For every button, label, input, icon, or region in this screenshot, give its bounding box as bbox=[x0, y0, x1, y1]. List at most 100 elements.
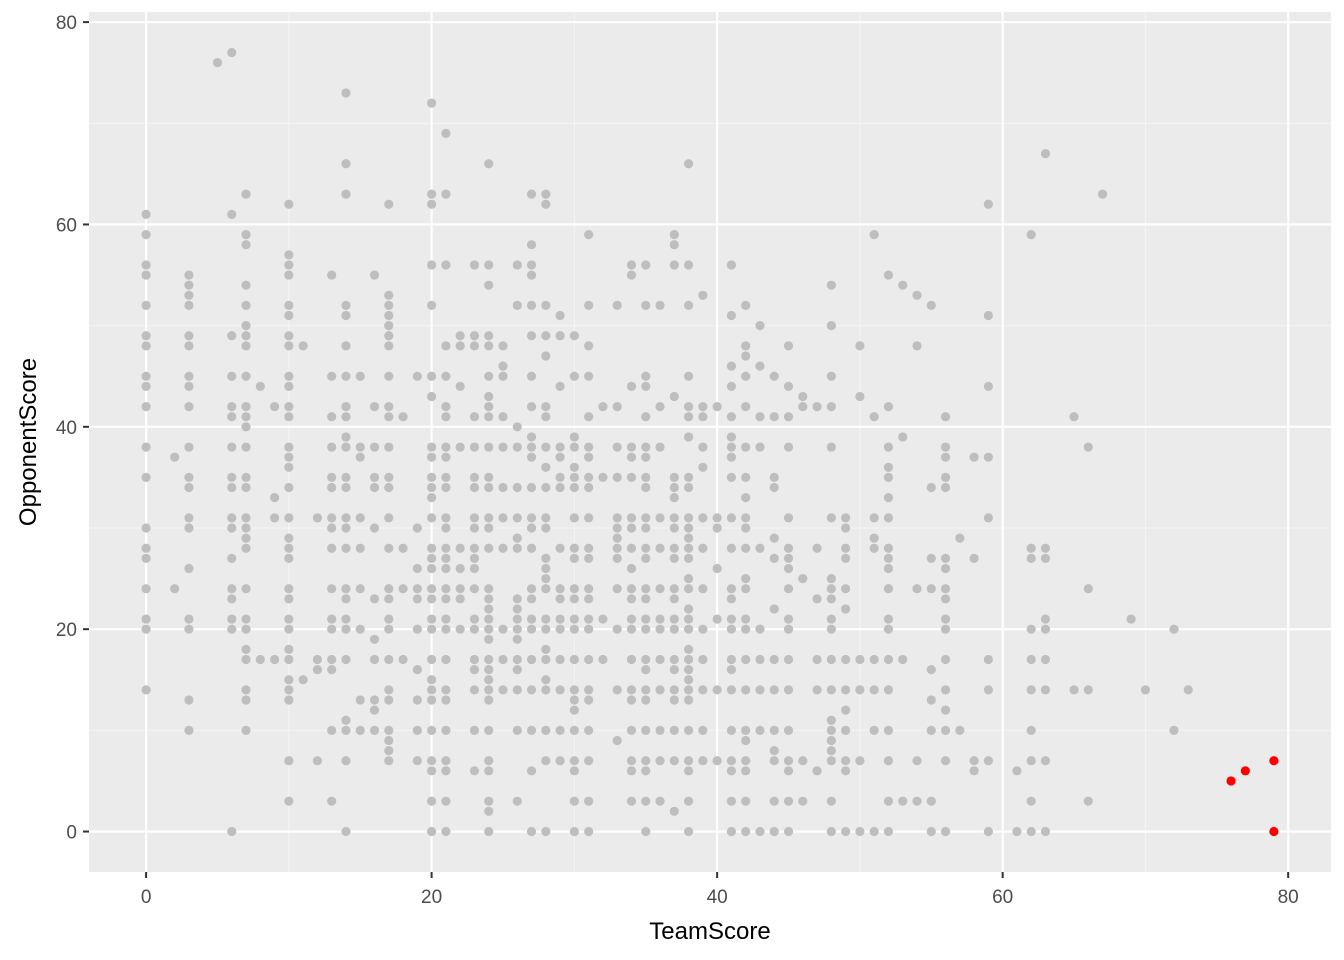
data-point bbox=[327, 412, 337, 422]
data-point bbox=[441, 482, 451, 493]
data-point bbox=[241, 533, 251, 543]
data-point bbox=[441, 584, 451, 594]
data-point bbox=[484, 766, 494, 776]
data-point bbox=[541, 573, 551, 584]
data-point bbox=[441, 341, 451, 351]
data-point bbox=[798, 796, 808, 806]
x-tick-label: 40 bbox=[707, 887, 728, 908]
data-point bbox=[484, 401, 494, 412]
data-point bbox=[384, 735, 394, 746]
data-point bbox=[655, 756, 665, 766]
data-point bbox=[726, 472, 737, 483]
data-point bbox=[555, 452, 565, 462]
data-point bbox=[612, 401, 622, 412]
data-point bbox=[412, 523, 422, 533]
data-point bbox=[926, 796, 936, 806]
data-point bbox=[555, 543, 565, 553]
data-point bbox=[798, 573, 808, 584]
data-point bbox=[441, 128, 451, 139]
data-point bbox=[826, 685, 836, 695]
data-point bbox=[284, 543, 294, 553]
data-point bbox=[712, 401, 722, 412]
data-point bbox=[427, 371, 437, 381]
data-point bbox=[341, 584, 351, 594]
data-point bbox=[626, 766, 637, 776]
data-point bbox=[141, 229, 151, 240]
data-point bbox=[341, 513, 351, 523]
data-point bbox=[983, 826, 993, 837]
data-point bbox=[669, 654, 679, 665]
data-point bbox=[241, 240, 251, 250]
data-point bbox=[869, 543, 879, 553]
data-point bbox=[184, 341, 194, 351]
data-point bbox=[712, 614, 722, 624]
data-point bbox=[1040, 685, 1051, 695]
data-point bbox=[512, 482, 522, 493]
data-point bbox=[512, 533, 522, 543]
data-point bbox=[241, 543, 251, 553]
data-point bbox=[769, 482, 779, 493]
data-point bbox=[626, 381, 637, 391]
data-point bbox=[555, 614, 565, 624]
data-point bbox=[341, 401, 351, 412]
data-point bbox=[683, 685, 694, 695]
data-point bbox=[783, 553, 794, 563]
y-tick-label: 80 bbox=[56, 13, 77, 34]
data-point bbox=[227, 826, 237, 837]
data-point bbox=[940, 412, 951, 422]
data-point bbox=[741, 493, 751, 503]
data-point bbox=[141, 270, 151, 280]
data-point bbox=[755, 412, 765, 422]
data-point bbox=[1083, 685, 1093, 695]
y-tick-label: 0 bbox=[66, 823, 77, 844]
data-point bbox=[541, 523, 551, 533]
data-point bbox=[726, 260, 737, 270]
data-point bbox=[683, 654, 694, 665]
data-point bbox=[141, 624, 151, 634]
data-point bbox=[327, 482, 337, 493]
data-point bbox=[455, 442, 465, 452]
data-point bbox=[455, 381, 465, 391]
data-point bbox=[469, 523, 480, 533]
data-point bbox=[698, 756, 708, 766]
data-point bbox=[841, 725, 851, 735]
data-point bbox=[726, 756, 737, 766]
data-point bbox=[384, 412, 394, 422]
data-point bbox=[683, 513, 694, 523]
data-point bbox=[469, 685, 480, 695]
data-point bbox=[769, 604, 779, 614]
data-point bbox=[826, 735, 836, 746]
data-point bbox=[584, 826, 594, 837]
data-point bbox=[569, 685, 579, 695]
data-point bbox=[655, 442, 665, 452]
data-point bbox=[384, 756, 394, 766]
data-point bbox=[940, 553, 951, 563]
data-point bbox=[726, 543, 737, 553]
data-point bbox=[369, 270, 380, 280]
data-point bbox=[641, 543, 651, 553]
data-point bbox=[455, 341, 465, 351]
data-point bbox=[526, 826, 537, 837]
data-point bbox=[441, 685, 451, 695]
data-point bbox=[384, 584, 394, 594]
data-point bbox=[641, 766, 651, 776]
data-point bbox=[227, 614, 237, 624]
data-point bbox=[812, 594, 822, 604]
data-point bbox=[741, 300, 751, 311]
data-point bbox=[526, 331, 537, 341]
data-point bbox=[341, 654, 351, 665]
data-point bbox=[726, 614, 737, 624]
data-point bbox=[641, 624, 651, 634]
data-point bbox=[341, 614, 351, 624]
data-point bbox=[612, 472, 622, 483]
data-point bbox=[469, 412, 480, 422]
data-point bbox=[227, 371, 237, 381]
data-point bbox=[826, 573, 836, 584]
highlighted-data-point bbox=[1269, 756, 1279, 766]
data-point bbox=[569, 462, 579, 472]
data-point bbox=[526, 432, 537, 442]
data-point bbox=[241, 472, 251, 483]
data-point bbox=[569, 513, 579, 523]
data-point bbox=[726, 442, 737, 452]
data-point bbox=[412, 695, 422, 705]
